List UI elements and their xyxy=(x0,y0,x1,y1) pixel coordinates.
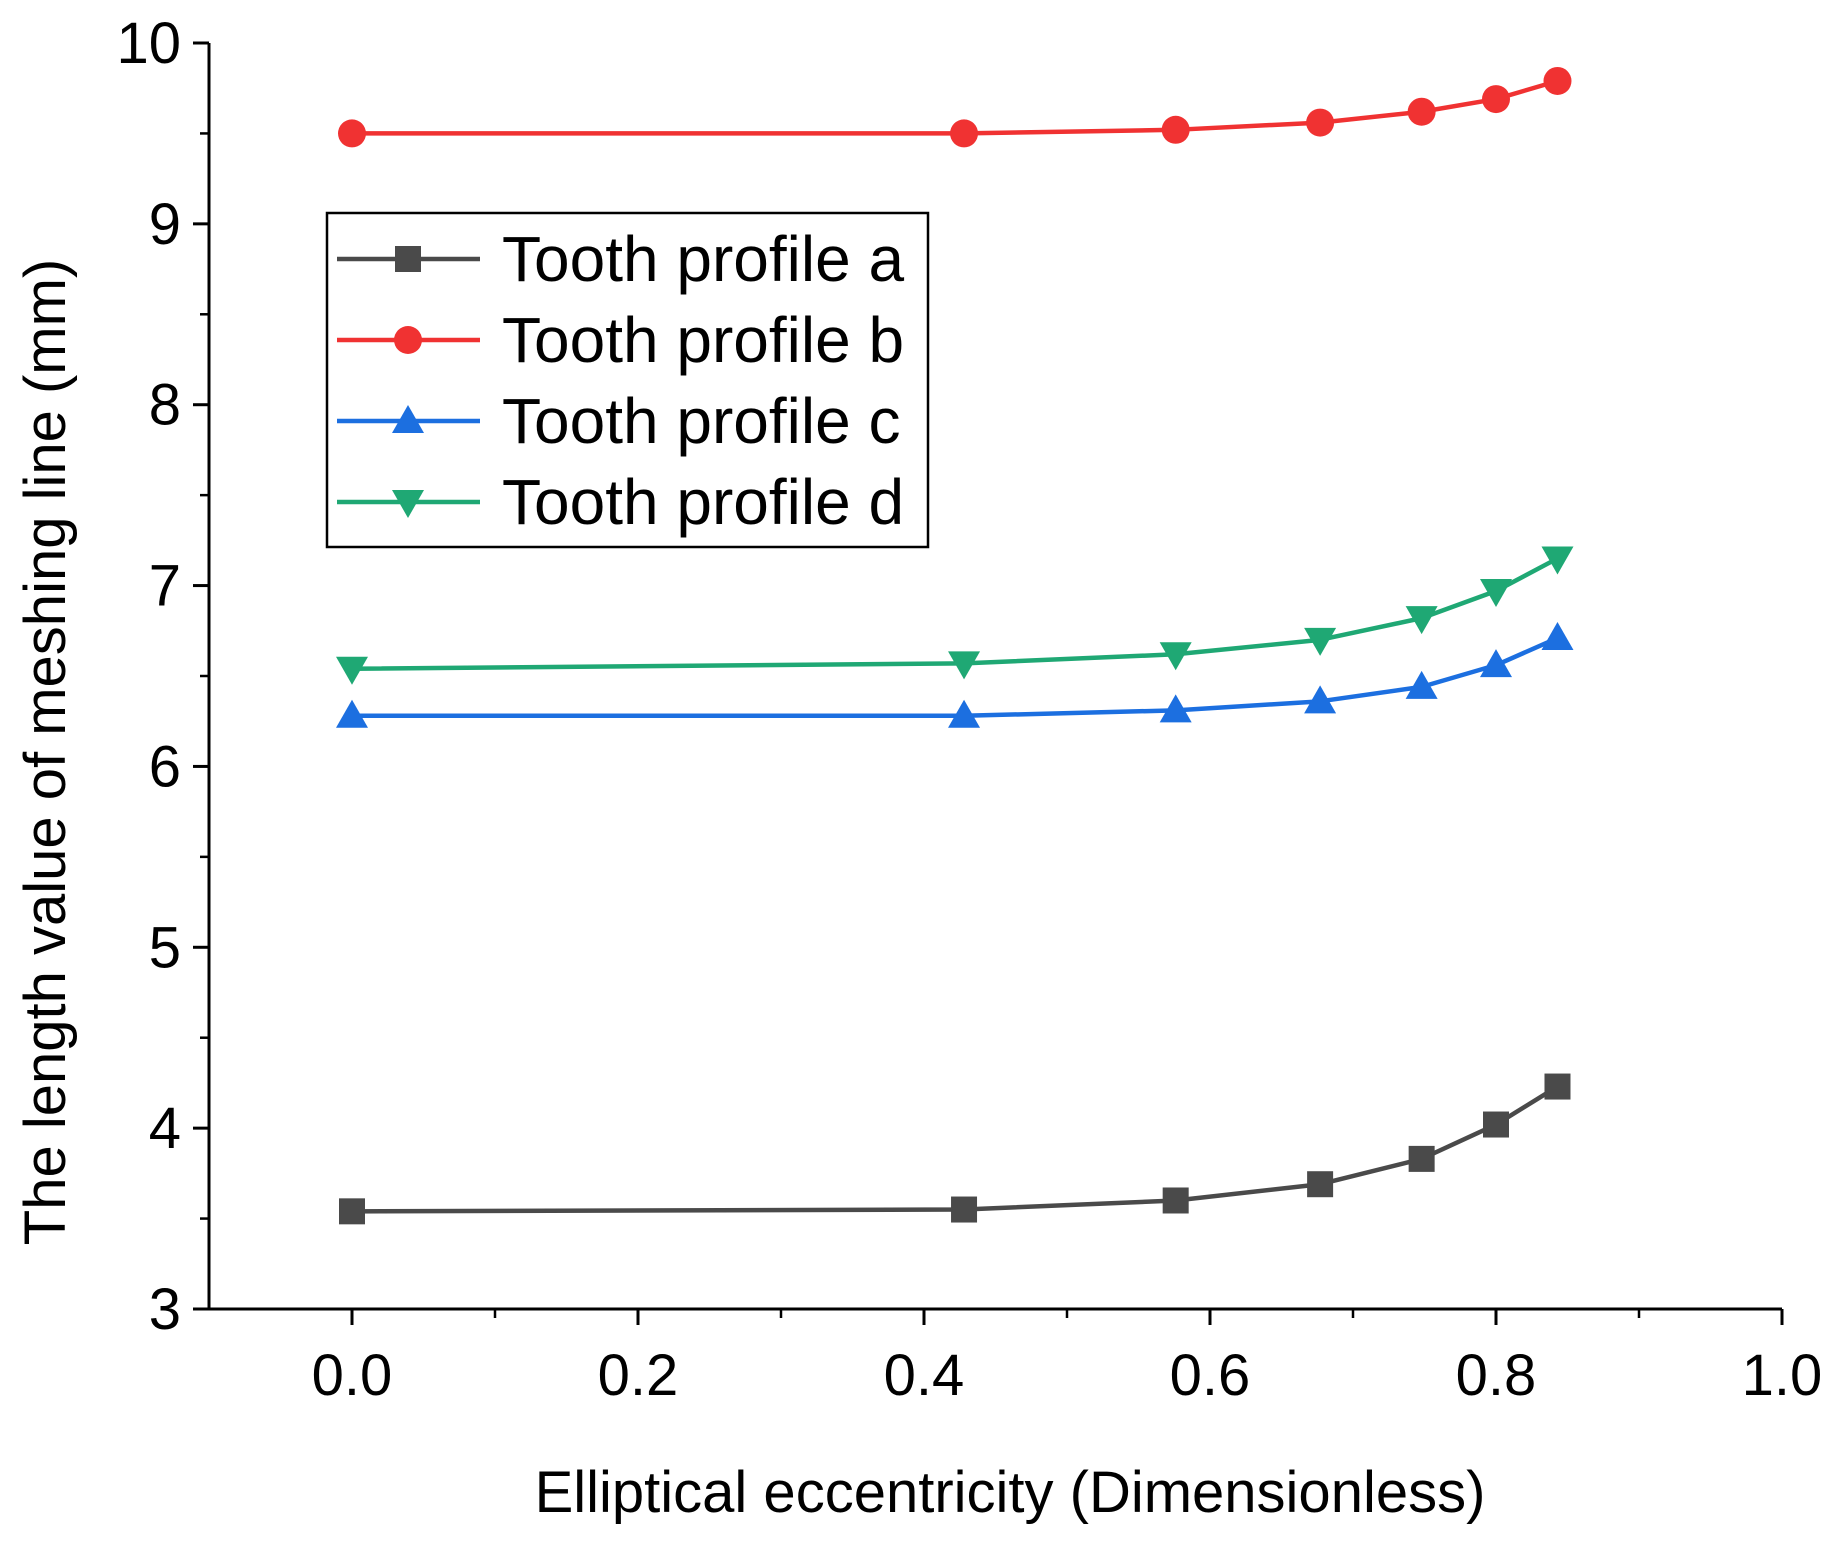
legend-box xyxy=(325,211,930,549)
legend-label: Tooth profile a xyxy=(502,223,904,295)
data-point xyxy=(336,699,368,728)
legend-entry-b: Tooth profile b xyxy=(337,304,904,376)
data-point xyxy=(1480,578,1512,607)
legend-marker xyxy=(392,405,424,433)
data-point xyxy=(1543,66,1572,95)
legend-label: Tooth profile c xyxy=(502,385,900,457)
y-tick-label: 4 xyxy=(149,1096,181,1161)
data-point xyxy=(1541,546,1574,575)
y-tick-label: 5 xyxy=(149,915,181,980)
data-point xyxy=(951,1196,978,1223)
data-point xyxy=(948,699,981,728)
y-tick-label: 9 xyxy=(149,192,181,257)
data-point xyxy=(1541,622,1574,651)
y-axis-title: The length value of meshing line (mm) xyxy=(13,259,78,1245)
data-point xyxy=(338,119,366,148)
x-axis-title: Elliptical eccentricity (Dimensionless) xyxy=(535,1460,1486,1525)
data-point xyxy=(339,1198,365,1225)
data-point xyxy=(948,651,981,680)
legend-entry-a: Tooth profile a xyxy=(337,223,904,295)
series-b xyxy=(338,66,1572,148)
legend-marker xyxy=(392,490,424,518)
legend-label: Tooth profile b xyxy=(502,304,904,376)
legend-entry-c: Tooth profile c xyxy=(337,385,900,457)
x-tick-label: 0.4 xyxy=(884,1343,965,1408)
series-a xyxy=(339,1073,1571,1225)
data-point xyxy=(1544,1073,1571,1100)
x-tick-label: 0.2 xyxy=(598,1343,679,1408)
x-tick-label: 0.0 xyxy=(312,1343,393,1408)
data-point xyxy=(1304,627,1337,656)
data-point xyxy=(336,656,368,685)
data-point xyxy=(1482,85,1510,114)
data-point xyxy=(1162,1187,1189,1214)
data-point xyxy=(1306,108,1335,137)
legend-entries: Tooth profile a Tooth profile b Tooth prof… xyxy=(337,223,904,538)
legend-marker xyxy=(395,246,421,272)
x-tick-label: 1.0 xyxy=(1742,1343,1823,1408)
series-d xyxy=(336,546,1574,685)
legend-entry-d: Tooth profile d xyxy=(337,466,904,538)
data-point xyxy=(1405,670,1438,699)
x-tick-label: 0.8 xyxy=(1456,1343,1537,1408)
data-point xyxy=(950,119,979,148)
data-point xyxy=(1480,649,1512,678)
y-tick-label: 10 xyxy=(116,11,181,76)
y-tick-label: 8 xyxy=(149,373,181,438)
y-tick-label: 6 xyxy=(149,734,181,799)
data-point xyxy=(1408,1145,1435,1172)
legend-label: Tooth profile d xyxy=(502,466,904,538)
y-tick-label: 7 xyxy=(149,554,181,619)
series-layer xyxy=(336,66,1574,1225)
series-line xyxy=(352,635,1559,719)
data-point xyxy=(1304,685,1337,714)
legend: Tooth profile a Tooth profile b Tooth prof… xyxy=(325,211,930,549)
legend-marker xyxy=(394,326,422,354)
series-line xyxy=(351,1084,1559,1214)
y-axis-ticks: 3 4 5 6 7 8 9 10 xyxy=(116,11,209,1342)
data-point xyxy=(1483,1111,1509,1138)
data-point xyxy=(1159,694,1192,723)
x-axis-ticks: 0.0 0.2 0.4 0.6 0.8 1.0 xyxy=(312,1309,1823,1408)
data-point xyxy=(1159,642,1192,671)
x-tick-label: 0.6 xyxy=(1170,1343,1251,1408)
data-point xyxy=(1405,606,1438,635)
data-point xyxy=(1407,97,1436,126)
series-c xyxy=(336,622,1574,728)
y-tick-label: 3 xyxy=(149,1277,181,1342)
data-point xyxy=(1161,115,1190,144)
data-point xyxy=(1307,1171,1334,1198)
